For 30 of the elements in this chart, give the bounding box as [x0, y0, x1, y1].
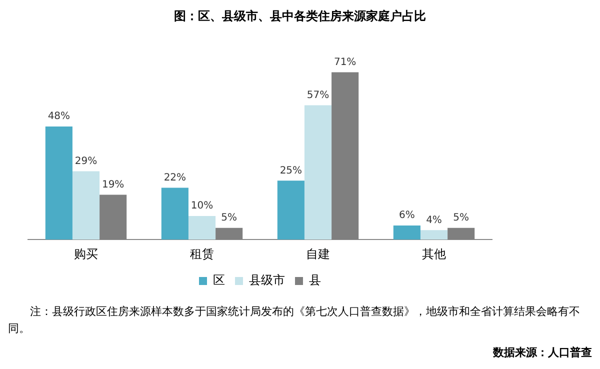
- data-label: 48%: [48, 111, 70, 122]
- data-label: 19%: [102, 179, 124, 190]
- bar: [420, 230, 448, 240]
- data-label: 10%: [190, 200, 214, 212]
- data-label: 29%: [74, 156, 98, 167]
- bar: [72, 171, 100, 240]
- source-note: 数据来源：人口普查: [492, 345, 592, 360]
- legend-label: 区: [213, 273, 225, 288]
- data-label: 25%: [280, 165, 302, 176]
- x-tick-label: 租赁: [190, 246, 214, 261]
- x-tick-label: 自建: [306, 246, 330, 261]
- legend-label: 县: [309, 273, 321, 288]
- bar: [161, 188, 188, 240]
- x-tick-label: 其他: [422, 246, 446, 261]
- bar: [304, 105, 332, 240]
- bar: [45, 126, 72, 240]
- data-label: 71%: [334, 56, 356, 68]
- text: 注：县级行政区住房来源样本数多于国家统计局发布的《第七次人口普查数据》，地级市和全省计算结果会略有不同。: [8, 304, 581, 337]
- bar: [393, 225, 420, 240]
- data-label: 5%: [453, 212, 470, 224]
- bar: [188, 216, 216, 240]
- legend-label: 县级市: [249, 273, 285, 288]
- data-label: 57%: [306, 90, 330, 101]
- data-label: 5%: [221, 212, 238, 224]
- chart-title: 图：区、县级市、县中各类住房来源家庭户占比: [173, 8, 427, 25]
- data-label: 4%: [426, 214, 442, 226]
- data-label: 6%: [398, 210, 415, 222]
- bar: [277, 180, 304, 240]
- data-label: 22%: [164, 172, 186, 184]
- x-tick-label: 购买: [74, 246, 98, 261]
